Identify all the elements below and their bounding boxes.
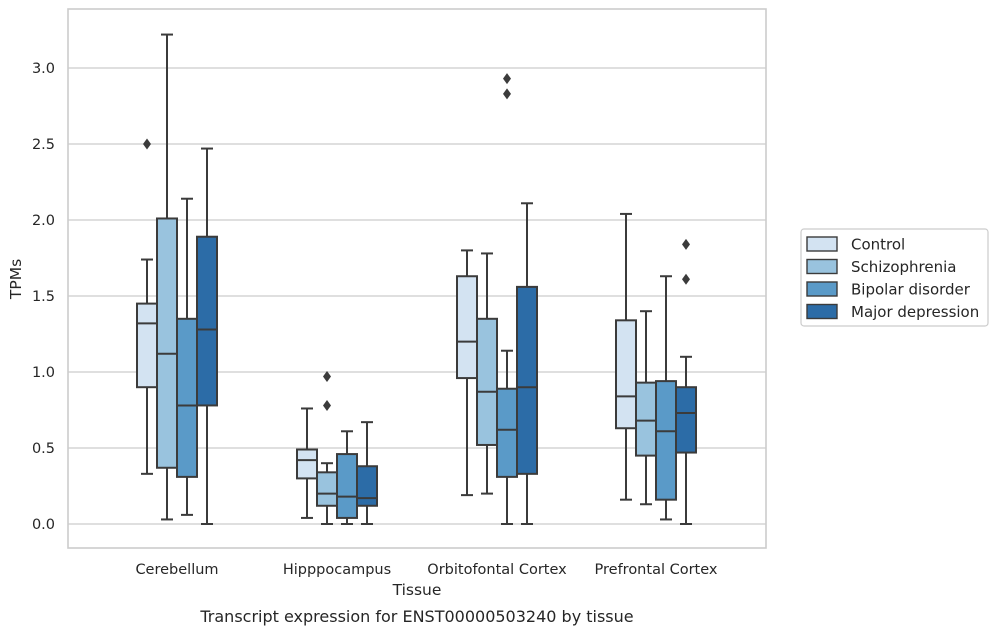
box-iqr <box>196 235 218 407</box>
box-schizophrenia <box>316 371 338 525</box>
x-axis-label: Tissue <box>392 581 442 599</box>
y-tick-label: 1.5 <box>32 289 55 305</box>
box-control <box>456 249 478 497</box>
x-tick-label: Hipppocampus <box>283 562 391 578</box>
box-control <box>296 407 318 519</box>
legend-label: Control <box>851 236 905 254</box>
chart-caption: Transcript expression for ENST0000050324… <box>199 607 633 626</box>
legend-label: Bipolar disorder <box>851 281 971 299</box>
x-tick-label: Orbitofontal Cortex <box>427 562 567 578</box>
box-major-depression <box>516 202 538 525</box>
box-schizophrenia <box>476 252 498 495</box>
x-tick-label: Cerebellum <box>135 562 218 578</box>
y-axis-ticks: 0.0 0.5 1.0 1.5 2.0 2.5 3.0 <box>32 61 55 533</box>
legend-frame <box>800 228 989 327</box>
y-tick-label: 0.5 <box>32 441 55 457</box>
outlier-point <box>503 73 511 85</box>
box-bipolar-disorder <box>496 73 518 525</box>
y-tick-label: 2.0 <box>32 213 55 229</box>
box-iqr <box>675 386 697 454</box>
legend-swatch <box>806 281 838 297</box>
outlier-point <box>503 88 511 100</box>
plot-area <box>136 33 697 525</box>
box-iqr <box>156 217 178 469</box>
legend-swatch <box>806 236 838 252</box>
y-tick-label: 1.0 <box>32 365 55 381</box>
box-iqr <box>456 275 478 380</box>
box-schizophrenia <box>156 33 178 521</box>
outlier-point <box>682 273 690 285</box>
box-schizophrenia <box>635 310 657 506</box>
box-control <box>136 138 158 475</box>
box-bipolar-disorder <box>655 275 677 521</box>
legend-swatch <box>806 303 838 320</box>
y-tick-label: 3.0 <box>32 61 55 77</box>
box-major-depression <box>356 421 378 525</box>
legend: Control Schizophrenia Bipolar disorder Majo… <box>800 228 989 327</box>
box-iqr <box>476 317 498 446</box>
box-iqr <box>176 317 198 478</box>
box-control <box>615 212 637 501</box>
box-iqr <box>655 380 677 501</box>
box-iqr <box>136 302 158 389</box>
box-iqr <box>615 319 637 430</box>
box-iqr <box>356 465 378 507</box>
box-iqr <box>496 387 518 478</box>
box-major-depression <box>196 147 218 525</box>
y-tick-label: 2.5 <box>32 137 55 153</box>
box-iqr <box>296 448 318 480</box>
legend-swatch <box>806 258 838 275</box>
plot-frame <box>67 8 767 549</box>
legend-label: Schizophrenia <box>851 258 956 276</box>
outlier-point <box>143 138 151 150</box>
box-bipolar-disorder <box>336 430 358 525</box>
box-major-depression <box>675 238 697 525</box>
outlier-point <box>323 399 331 411</box>
y-axis-label: TPMs <box>7 259 25 300</box>
box-iqr <box>635 381 657 457</box>
box-iqr <box>316 471 338 507</box>
y-tick-label: 0.0 <box>32 517 55 533</box>
box-iqr <box>516 285 538 475</box>
box-bipolar-disorder <box>176 197 198 516</box>
legend-label: Major depression <box>851 303 979 321</box>
x-tick-label: Prefrontal Cortex <box>595 562 718 578</box>
outlier-point <box>682 238 690 250</box>
box-iqr <box>336 453 358 519</box>
outlier-point <box>323 371 331 383</box>
x-axis-ticks: Cerebellum Hipppocampus Orbitofontal Corte… <box>135 562 717 578</box>
